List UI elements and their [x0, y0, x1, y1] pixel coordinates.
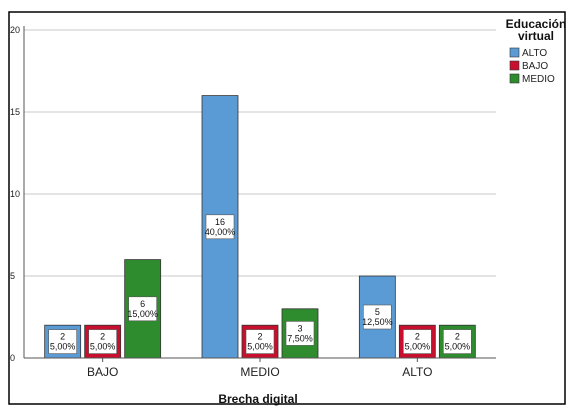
- legend-swatch: [509, 47, 520, 58]
- legend-item-label: BAJO: [522, 61, 548, 72]
- x-axis-title: Brecha digital: [218, 392, 297, 406]
- data-label-box: [285, 321, 315, 346]
- y-tick-label: 10: [10, 189, 20, 199]
- legend-swatch: [509, 73, 520, 84]
- data-label-percent: 5,00%: [247, 342, 273, 352]
- data-label-box: [443, 329, 472, 354]
- data-label-count: 6: [140, 299, 145, 309]
- data-labels: 25,00%25,00%615,00%1640,00%25,00%37,50%5…: [48, 214, 472, 354]
- legend-item-label: MEDIO: [522, 74, 555, 85]
- axes: 0 5 10 15 20 BAJO MEDIO ALTO: [10, 25, 496, 379]
- data-label-box: [128, 296, 157, 322]
- y-tick-label: 0: [10, 353, 15, 363]
- data-label-box: [48, 329, 77, 354]
- legend-swatch: [509, 60, 520, 71]
- legend-title: Educación: [506, 17, 567, 31]
- data-label-count: 16: [215, 217, 225, 227]
- data-label-percent: 15,00%: [127, 309, 158, 319]
- gridlines: [24, 29, 496, 277]
- data-label-percent: 5,00%: [405, 342, 431, 352]
- x-tick-label: ALTO: [402, 365, 432, 379]
- data-label-box: [363, 304, 392, 330]
- data-label-percent: 7,50%: [287, 333, 313, 343]
- data-label-count: 2: [100, 332, 105, 342]
- x-tick-label: MEDIO: [240, 365, 279, 379]
- legend-title: virtual: [518, 29, 554, 43]
- data-label-percent: 12,50%: [362, 317, 393, 327]
- data-label-count: 3: [297, 323, 302, 333]
- data-label-box: [245, 329, 275, 354]
- data-label-count: 2: [455, 332, 460, 342]
- y-tick-label: 20: [10, 25, 20, 35]
- legend-item-label: ALTO: [522, 48, 547, 59]
- y-tick-label: 15: [10, 107, 20, 117]
- data-label-percent: 5,00%: [50, 342, 76, 352]
- data-label-box: [403, 329, 432, 354]
- data-label-box: [88, 329, 117, 354]
- data-label-count: 2: [257, 332, 262, 342]
- x-tick-label: BAJO: [87, 365, 118, 379]
- data-label-percent: 40,00%: [205, 227, 236, 237]
- data-label-count: 2: [415, 332, 420, 342]
- y-tick-label: 5: [10, 271, 15, 281]
- data-label-count: 5: [375, 307, 380, 317]
- data-label-count: 2: [60, 332, 65, 342]
- data-label-percent: 5,00%: [445, 342, 471, 352]
- data-label-percent: 5,00%: [90, 342, 116, 352]
- data-label-box: [205, 214, 235, 240]
